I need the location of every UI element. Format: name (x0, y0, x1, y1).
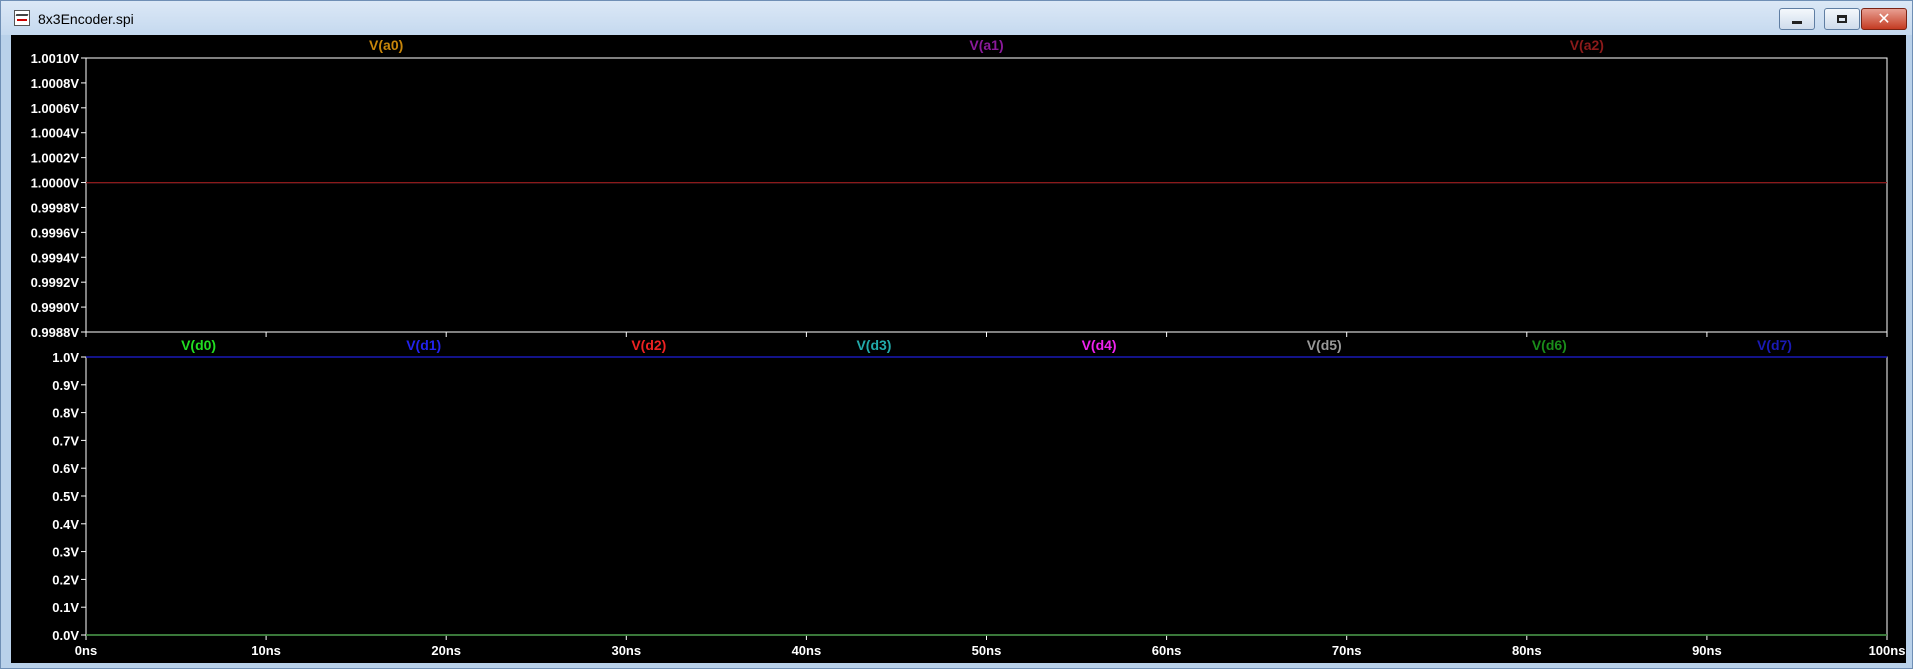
x-tick-label: 50ns (972, 643, 1002, 658)
x-tick-label: 70ns (1332, 643, 1362, 658)
x-tick-label: 60ns (1152, 643, 1182, 658)
trace-label-va2: V(a2) (1570, 37, 1604, 53)
y-tick-label-2: 0.5V (52, 489, 79, 504)
y-tick-label-1: 1.0000V (31, 176, 80, 191)
x-tick-label: 40ns (792, 643, 822, 658)
waveform-plots[interactable]: 1.0010V 1.0008V 1.0006V 1.0004V 1.0002V 1.000… (11, 35, 1906, 663)
trace-label-vd1: V(d1) (406, 337, 441, 353)
y-tick-label-1: 1.0004V (31, 126, 80, 141)
y-tick-label-1: 0.9988V (31, 325, 80, 340)
y-tick-label-2: 0.3V (52, 545, 79, 560)
plot-frame-1 (85, 57, 1888, 333)
trace-label-vd7: V(d7) (1757, 337, 1792, 353)
trace-label-vd6: V(d6) (1532, 337, 1567, 353)
maximize-icon (1837, 15, 1847, 23)
y-tick-label-1: 0.9990V (31, 300, 80, 315)
trace-label-vd4: V(d4) (1082, 337, 1117, 353)
trace-label-va1: V(a1) (969, 37, 1003, 53)
y-tick-label-2: 0.7V (52, 433, 79, 448)
close-icon: ✕ (1877, 9, 1891, 28)
y-tick-label-2: 0.9V (52, 378, 79, 393)
y-tick-label-2: 0.4V (52, 517, 79, 532)
trace-label-vd2: V(d2) (631, 337, 666, 353)
maximize-button[interactable] (1824, 8, 1860, 30)
title-bar[interactable]: 8x3Encoder.spi ✕ (1, 1, 1912, 35)
y-tick-label-2: 0.2V (52, 572, 79, 587)
trace-label-vd5: V(d5) (1307, 337, 1342, 353)
close-button[interactable]: ✕ (1861, 8, 1907, 30)
x-tick-label: 10ns (251, 643, 281, 658)
x-tick-label: 0ns (75, 643, 97, 658)
x-tick-label: 20ns (431, 643, 461, 658)
y-tick-label-1: 0.9996V (31, 225, 80, 240)
y-tick-label-2: 0.0V (52, 628, 79, 643)
y-tick-label-1: 0.9992V (31, 275, 80, 290)
y-tick-label-2: 1.0V (52, 350, 79, 365)
y-tick-label-2: 0.8V (52, 406, 79, 421)
minimize-icon (1792, 20, 1802, 24)
trace-label-vd3: V(d3) (856, 337, 891, 353)
trace-label-va0: V(a0) (369, 37, 403, 53)
y-tick-label-1: 0.9998V (31, 200, 80, 215)
plot-frame-2 (85, 356, 1888, 636)
y-tick-label-1: 1.0006V (31, 101, 80, 116)
y-tick-label-2: 0.6V (52, 461, 79, 476)
minimize-button[interactable] (1779, 8, 1815, 30)
x-tick-label: 30ns (611, 643, 641, 658)
trace-label-vd0: V(d0) (181, 337, 216, 353)
window-title: 8x3Encoder.spi (38, 11, 134, 27)
ltspice-waveform-icon[interactable] (14, 10, 30, 26)
y-tick-label-2: 0.1V (52, 600, 79, 615)
x-tick-label: 100ns (1869, 643, 1906, 658)
y-tick-label-1: 1.0010V (31, 51, 80, 66)
plot-area[interactable]: 1.0010V 1.0008V 1.0006V 1.0004V 1.0002V 1.000… (11, 35, 1906, 663)
y-tick-label-1: 0.9994V (31, 250, 80, 265)
y-tick-label-1: 1.0008V (31, 76, 80, 91)
x-tick-label: 80ns (1512, 643, 1542, 658)
x-tick-label: 90ns (1692, 643, 1722, 658)
y-tick-label-1: 1.0002V (31, 151, 80, 166)
